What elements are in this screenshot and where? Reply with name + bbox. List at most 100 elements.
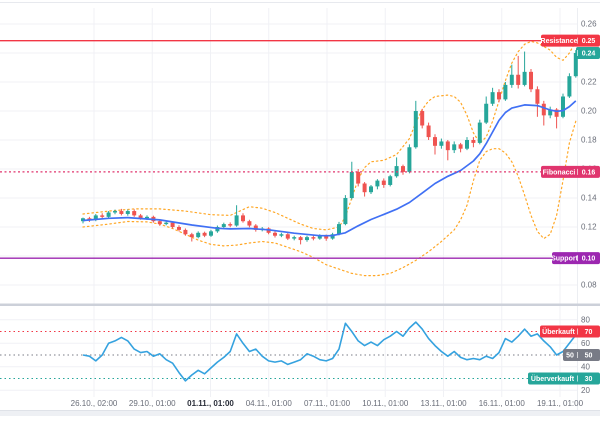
candle-up [369, 186, 373, 193]
candle-down [471, 140, 476, 143]
candle-up [439, 141, 444, 146]
price-tick-label: 0.18 [581, 136, 597, 145]
support-label-value: 0.10 [582, 256, 596, 263]
candle-down [285, 234, 290, 239]
candle-up [215, 227, 220, 232]
candle-up [279, 234, 284, 236]
candle-down [458, 144, 463, 149]
overbought-label-value: 70 [585, 329, 593, 336]
candle-up [452, 144, 457, 151]
candle-down [497, 92, 501, 100]
candle-down [228, 224, 233, 226]
candle-up [388, 176, 393, 185]
bollinger-lower-band [82, 120, 577, 277]
fibonacci-label-text: Fibonacci [543, 169, 576, 176]
overbought-label[interactable]: Überkauft 70 [540, 325, 600, 338]
candle-down [183, 229, 188, 235]
candle-up [375, 180, 380, 187]
candle-down [426, 125, 431, 138]
candle-up [234, 215, 239, 226]
candle-down [529, 71, 533, 90]
candle-up [196, 232, 201, 238]
candle-up [561, 96, 565, 117]
candle-down [119, 211, 124, 214]
candle-down [253, 225, 258, 230]
overbought-label-text: Überkauft [542, 327, 575, 336]
x-axis-label: 26.10., 02:00 [71, 399, 118, 408]
candle-down [202, 232, 207, 236]
candle-up [509, 74, 514, 85]
price-tick-label: 0.26 [581, 20, 597, 29]
rsi-pane[interactable]: 80 60 40 20 [0, 315, 590, 395]
candle-up [407, 147, 412, 172]
candle-up [465, 140, 469, 149]
candle-up [93, 215, 98, 220]
rsi-tick-label: 60 [581, 339, 590, 348]
candle-up [477, 122, 482, 143]
candle-up [503, 84, 508, 100]
rsi-mid-label[interactable]: 50 50 [563, 349, 600, 361]
candle-down [298, 237, 303, 241]
candle-up [337, 224, 341, 235]
candle-down [241, 215, 245, 222]
timeline-scrollbar[interactable] [0, 411, 600, 416]
price-tick-label: 0.14 [581, 194, 597, 203]
candle-down [273, 232, 277, 236]
rsi-line [82, 321, 577, 382]
support-label[interactable]: Support 0.10 [551, 252, 600, 265]
fibonacci-label[interactable]: Fibonacci 0.16 [541, 165, 600, 178]
rsi-tick-label: 80 [581, 315, 590, 324]
pane-separator[interactable] [0, 303, 600, 307]
candle-down [541, 103, 546, 116]
x-axis: 26.10., 02:00 29.10., 01:00 01.11., 01:00 0… [71, 8, 584, 408]
candle-down [324, 235, 329, 239]
rsi-tick-label: 40 [581, 362, 590, 371]
candle-down [138, 215, 143, 219]
x-axis-label: 10.11., 01:00 [362, 399, 409, 408]
candle-up [292, 237, 297, 239]
x-axis-label: 19.11., 01:00 [537, 399, 584, 408]
x-axis-label: 04.11., 01:00 [246, 399, 293, 408]
last-price-label[interactable]: 0.24 [576, 47, 600, 59]
support-label-text: Support [551, 256, 578, 263]
candle-down [420, 111, 425, 126]
candle-up [343, 198, 348, 225]
candle-down [433, 137, 437, 146]
candle-up [209, 231, 213, 236]
candle-up [567, 76, 572, 97]
candle-up [394, 166, 399, 177]
candle-down [132, 211, 137, 216]
candle-up [145, 216, 149, 219]
candle-up [125, 211, 130, 214]
candle-down [87, 218, 92, 220]
candle-down [362, 183, 367, 193]
x-axis-label: 07.11., 01:00 [304, 399, 351, 408]
candle-up [106, 212, 111, 217]
resistance-label[interactable]: Resistance 0.25 [541, 34, 600, 47]
candle-down [100, 215, 105, 217]
resistance-label-value: 0.25 [582, 38, 596, 45]
rsi-mid-label-value: 50 [585, 353, 593, 360]
candle-up [221, 224, 226, 227]
candle-up [490, 92, 495, 104]
price-pane[interactable]: 0.26 0.24 0.22 0.20 0.18 0.16 0.14 0.12 0.10 0.08 [0, 20, 597, 290]
rsi-tick-label: 20 [581, 386, 590, 395]
candle-down [247, 221, 252, 226]
candle-down [177, 227, 181, 230]
candle-down [157, 221, 162, 225]
candle-down [356, 171, 361, 184]
oversold-label[interactable]: Überverkauft 30 [528, 372, 600, 385]
candle-up [349, 171, 354, 198]
candle-down [516, 74, 521, 85]
candle-down [445, 141, 450, 151]
candles [81, 50, 578, 245]
candle-down [189, 234, 194, 238]
rsi-mid-label-text: 50 [566, 353, 574, 360]
candle-up [413, 111, 418, 148]
oversold-label-text: Überverkauft [531, 374, 575, 383]
candle-up [164, 222, 169, 225]
candle-down [170, 222, 175, 227]
candle-up [305, 237, 309, 241]
